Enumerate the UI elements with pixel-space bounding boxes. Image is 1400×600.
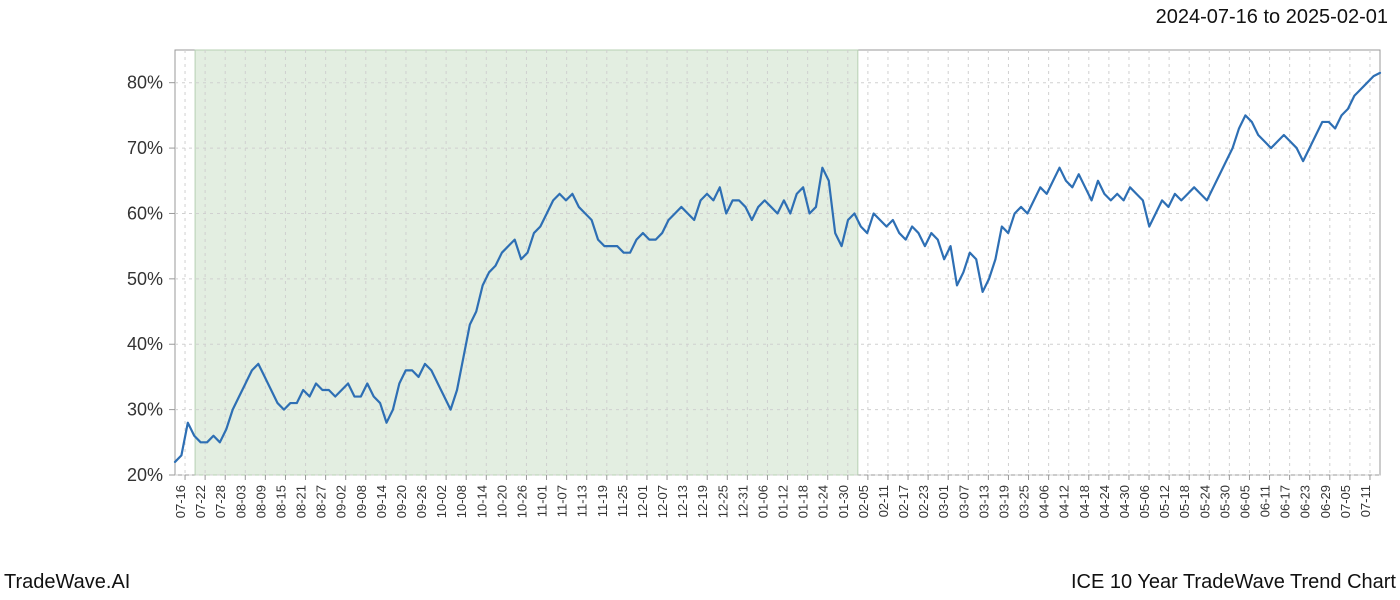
x-tick-label: 11-13 [575,485,590,517]
footer-brand: TradeWave.AI [4,571,130,594]
x-tick-label: 10-08 [454,485,469,518]
x-tick-label: 03-01 [936,485,951,518]
x-tick-label: 06-17 [1278,485,1293,518]
y-tick-label: 20% [127,465,163,485]
x-tick-label: 08-09 [253,485,268,518]
x-tick-label: 09-26 [414,485,429,518]
x-tick-label: 12-19 [695,485,710,518]
x-tick-label: 05-06 [1137,485,1152,518]
x-tick-label: 05-30 [1217,485,1232,518]
y-tick-label: 70% [127,138,163,158]
x-tick-label: 09-20 [394,485,409,518]
x-tick-label: 02-23 [916,485,931,518]
x-tick-label: 05-24 [1197,485,1212,518]
x-tick-label: 02-05 [856,485,871,518]
x-tick-label: 09-14 [374,485,389,518]
x-tick-label: 08-21 [294,485,309,518]
chart-container: { "header": { "date_range": "2024-07-16 … [0,0,1400,600]
x-tick-label: 11-19 [595,485,610,517]
x-tick-label: 10-26 [514,485,529,518]
x-tick-label: 01-30 [836,485,851,518]
x-tick-label: 11-01 [535,485,550,517]
x-tick-label: 08-15 [273,485,288,518]
x-tick-label: 12-13 [675,485,690,518]
y-tick-label: 80% [127,73,163,93]
x-tick-label: 01-18 [796,485,811,518]
x-tick-label: 02-11 [876,485,891,517]
x-tick-label: 01-12 [776,485,791,518]
y-tick-label: 40% [127,334,163,354]
y-tick-label: 30% [127,400,163,420]
x-tick-label: 04-12 [1057,485,1072,518]
x-tick-label: 05-12 [1157,485,1172,518]
chart-plot-area: 20% 30% 40% 50% 60% 70% 80% 07-16 07-22 07-28 08-0… [0,40,1400,560]
x-tick-label: 10-02 [434,485,449,518]
y-tick-label: 60% [127,203,163,223]
x-tick-label: 09-02 [334,485,349,518]
x-tick-label: 03-19 [996,485,1011,518]
x-tick-label: 03-13 [976,485,991,518]
x-tick-label: 07-22 [193,485,208,518]
y-tick-label: 50% [127,269,163,289]
x-tick-label: 12-01 [635,485,650,518]
x-tick-label: 01-06 [755,485,770,518]
x-tick-label: 04-30 [1117,485,1132,518]
x-tick-label: 07-11 [1358,485,1373,517]
x-tick-label: 06-29 [1318,485,1333,518]
chart-title: ICE 10 Year TradeWave Trend Chart [1071,571,1396,594]
x-tick-label: 04-06 [1037,485,1052,518]
x-tick-label: 02-17 [896,485,911,518]
x-tick-label: 08-03 [233,485,248,518]
x-tick-label: 12-07 [655,485,670,518]
x-tick-label: 11-07 [555,485,570,517]
x-tick-label: 07-16 [173,485,188,518]
chart-svg: 20% 30% 40% 50% 60% 70% 80% 07-16 07-22 07-28 08-0… [0,40,1400,560]
x-tick-label: 03-07 [956,485,971,518]
x-tick-label: 04-18 [1077,485,1092,518]
x-tick-label: 10-20 [494,485,509,518]
x-tick-label: 05-18 [1177,485,1192,518]
x-tick-label: 09-08 [354,485,369,518]
x-tick-label: 07-28 [213,485,228,518]
x-tick-label: 07-05 [1338,485,1353,518]
x-tick-label: 03-25 [1017,485,1032,518]
x-tick-label: 12-25 [715,485,730,518]
x-tick-label: 11-25 [615,485,630,517]
x-tick-label: 06-23 [1298,485,1313,518]
x-tick-label: 08-27 [314,485,329,518]
x-tick-label: 10-14 [474,485,489,518]
x-tick-label: 06-05 [1237,485,1252,518]
x-tick-label: 06-11 [1258,485,1273,517]
date-range-label: 2024-07-16 to 2025-02-01 [1156,6,1388,29]
x-tick-label: 04-24 [1097,485,1112,518]
x-tick-label: 01-24 [816,485,831,518]
x-tick-label: 12-31 [735,485,750,518]
